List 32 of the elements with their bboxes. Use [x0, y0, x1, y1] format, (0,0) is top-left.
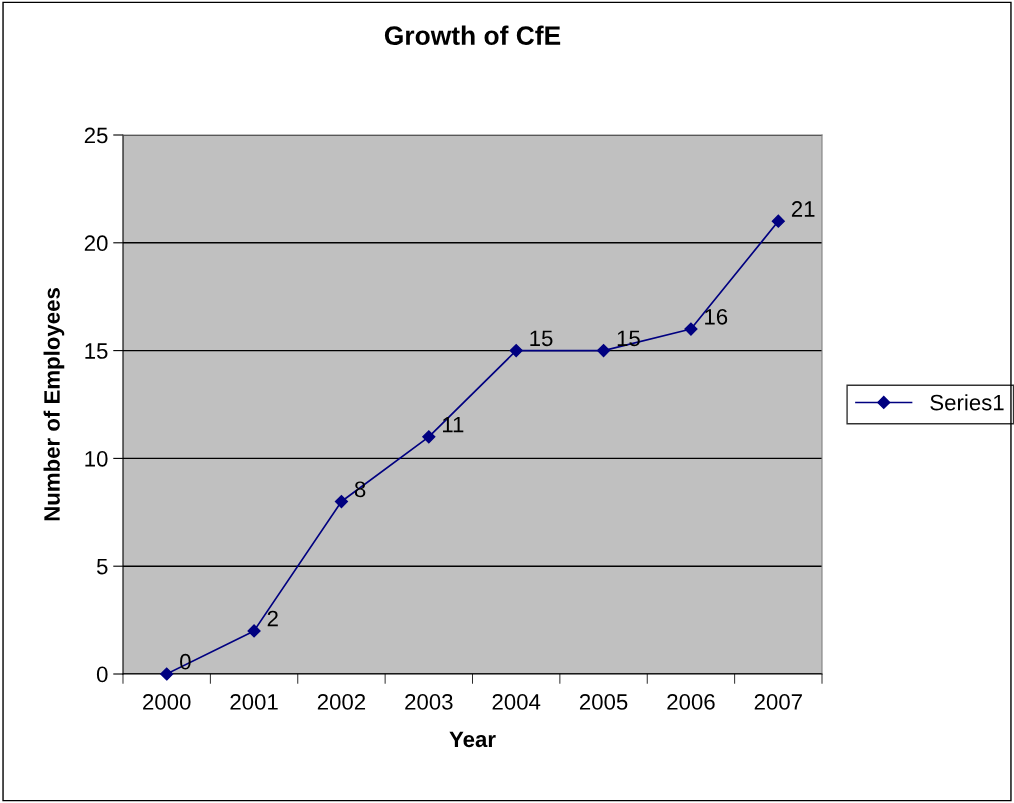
data-label: 16: [705, 308, 728, 325]
y-tick-label: 20: [84, 235, 108, 252]
data-label: 15: [530, 330, 553, 347]
point: [684, 322, 698, 336]
data-label: 2: [267, 610, 278, 627]
y-axis-title: Number of Employees: [43, 288, 65, 521]
y-tick-label: 5: [96, 558, 108, 575]
point: [771, 214, 785, 228]
y-tick-label: 0: [96, 666, 108, 683]
x-tick-label: 2004: [492, 694, 541, 710]
point: [160, 667, 174, 681]
x-tick-label: 2000: [143, 694, 191, 710]
point: [247, 624, 261, 638]
chart-title: Growth of CfE: [384, 25, 561, 45]
point: [509, 344, 523, 358]
x-tick-label: 2003: [405, 694, 453, 710]
data-label: 11: [443, 416, 464, 433]
data-label: 21: [791, 201, 815, 217]
x-tick-label: 2002: [317, 694, 366, 710]
point: [422, 430, 436, 444]
legend-label: Series1: [930, 394, 1004, 411]
y-tick-label: 15: [85, 343, 108, 359]
point: [596, 344, 611, 358]
x-tick-label: 2005: [579, 694, 628, 710]
point: [334, 494, 349, 509]
data-label: 15: [617, 330, 640, 347]
x-tick-label: 2001: [230, 694, 278, 710]
y-tick-label: 25: [84, 127, 108, 144]
y-tick-label: 10: [85, 450, 108, 467]
x-tick-label: 2007: [754, 694, 802, 710]
x-axis-title: Year: [449, 731, 496, 748]
x-tick-label: 2006: [667, 694, 715, 710]
